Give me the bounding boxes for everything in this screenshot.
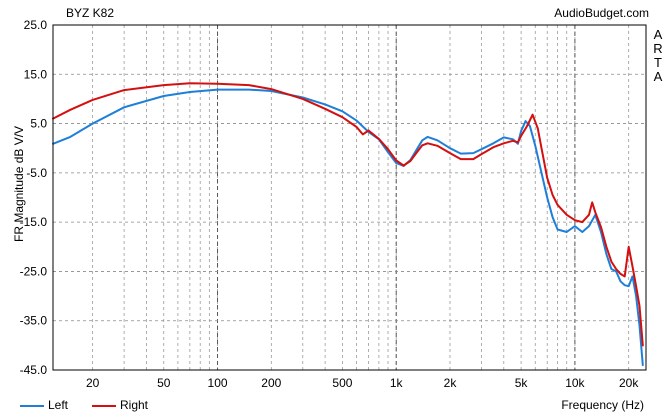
watermark-label: ARTA xyxy=(653,27,663,84)
series-line-left xyxy=(52,88,644,367)
plot-area xyxy=(53,25,646,370)
legend-swatch-right xyxy=(92,405,116,407)
x-tick-label: 50 xyxy=(157,376,171,390)
plot-frame xyxy=(52,24,647,371)
y-tick-label: -15.0 xyxy=(20,215,48,229)
y-tick-label: 15.0 xyxy=(24,67,48,81)
x-tick-label: 100 xyxy=(208,376,228,390)
chart-title: BYZ K82 xyxy=(66,6,115,20)
x-tick-label: 20 xyxy=(86,376,100,390)
y-tick-label: -35.0 xyxy=(20,314,48,328)
x-tick-label: 200 xyxy=(261,376,281,390)
y-tick-label: 25.0 xyxy=(24,18,48,32)
legend-label-right: Right xyxy=(120,398,149,412)
legend-label-left: Left xyxy=(48,398,69,412)
x-tick-label: 10k xyxy=(565,376,585,390)
legend-swatch-left xyxy=(20,405,44,407)
x-tick-label: 500 xyxy=(332,376,352,390)
legend-item-left: Left xyxy=(20,398,80,412)
legend-item-right: Right xyxy=(92,398,162,412)
x-tick-label: 5k xyxy=(515,376,529,390)
y-tick-label: 5.0 xyxy=(30,117,47,131)
y-tick-label: -25.0 xyxy=(20,264,48,278)
series-line-right xyxy=(52,82,644,347)
y-tick-label: -45.0 xyxy=(20,363,48,377)
brand-label: AudioBudget.com xyxy=(554,6,649,20)
y-tick-label: -5.0 xyxy=(26,166,47,180)
x-tick-label: 2k xyxy=(444,376,458,390)
x-tick-label: 20k xyxy=(619,376,639,390)
y-axis-label: FR Magnitude dB V/V xyxy=(12,125,26,242)
x-axis-label: Frequency (Hz) xyxy=(561,398,644,412)
x-tick-label: 1k xyxy=(390,376,404,390)
